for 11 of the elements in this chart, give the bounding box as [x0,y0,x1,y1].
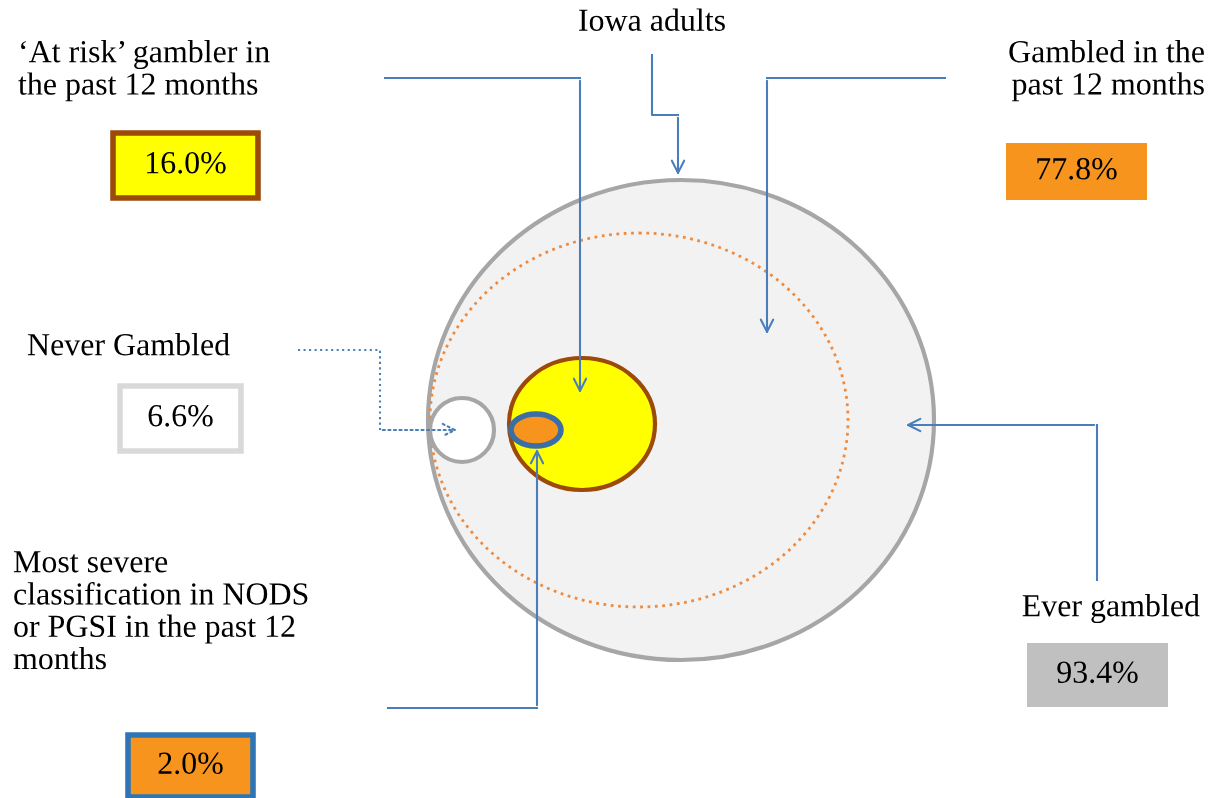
data-label: 6.6% [148,404,213,427]
category-label: Never Gambled [27,333,230,356]
category-label: Most severe classification in NODS or PGSI in the past 12 months [13,551,308,670]
category-label: Ever gambled [1022,594,1200,624]
data-label: 93.4% [1057,661,1138,684]
data-label: 16.0% [147,151,226,174]
category-label: Gambled in the past 12 months [1009,40,1204,102]
category-label: ‘At risk’ gambler in the past 12 months [18,40,270,102]
data-label: 2.0% [158,752,223,775]
text: Iowa adults [579,8,725,31]
data-label: 77.8% [1037,157,1117,180]
